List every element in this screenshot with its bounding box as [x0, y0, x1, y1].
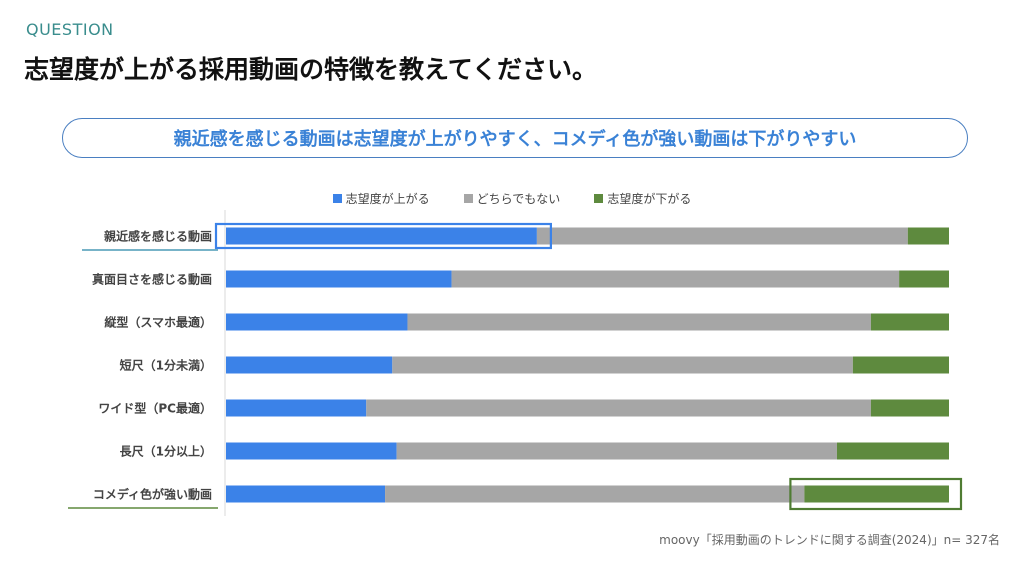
legend-label-neutral: どちらでもない [476, 191, 561, 206]
bar-down [804, 485, 949, 503]
category-label: コメディ色が強い動画 [93, 487, 212, 502]
category-label: 短尺（1分未満） [120, 358, 212, 373]
legend-swatch-neutral [463, 193, 473, 203]
bar-up [226, 442, 397, 460]
bar-down [870, 399, 949, 417]
legend-label-up: 志望度が上がる [345, 191, 430, 206]
bar-neutral [392, 356, 853, 374]
category-label: 真面目さを感じる動画 [92, 272, 212, 287]
bar-up [226, 485, 386, 503]
section-label: QUESTION [26, 20, 114, 39]
bar-neutral [366, 399, 871, 417]
bar-down [836, 442, 949, 460]
legend-item-neutral: どちらでもない [463, 188, 561, 208]
legend: 志望度が上がる どちらでもない 志望度が下がる [0, 188, 1024, 208]
bar-down [899, 270, 949, 288]
legend-item-down: 志望度が下がる [594, 188, 691, 208]
bar-up [226, 270, 452, 288]
page-title: 志望度が上がる採用動画の特徴を教えてください。 [24, 55, 598, 84]
source-note: moovy「採用動画のトレンドに関する調査(2024)」n= 327名 [659, 533, 1000, 547]
legend-item-up: 志望度が上がる [332, 188, 430, 208]
bar-up [226, 227, 537, 245]
category-label: ワイド型（PC最適） [98, 401, 212, 416]
callout-pill: 親近感を感じる動画は志望度が上がりやすく、コメディ色が強い動画は下がりやすい [62, 118, 968, 158]
bar-down [870, 313, 949, 331]
bar-neutral [396, 442, 837, 460]
bar-neutral [536, 227, 908, 245]
legend-swatch-up [332, 193, 342, 203]
highlight-box [789, 477, 963, 511]
callout-text: 親近感を感じる動画は志望度が上がりやすく、コメディ色が強い動画は下がりやすい [173, 129, 857, 150]
category-label: 縦型（スマホ最適） [104, 315, 212, 330]
bar-up [226, 399, 367, 417]
highlight-box [214, 222, 552, 250]
bar-up [226, 313, 408, 331]
bar-up [226, 356, 393, 374]
legend-swatch-down [594, 193, 604, 203]
bar-neutral [451, 270, 900, 288]
bar-neutral [407, 313, 871, 331]
bar-down [852, 356, 949, 374]
bar-neutral [385, 485, 805, 503]
category-label: 親近感を感じる動画 [104, 229, 212, 244]
legend-label-down: 志望度が下がる [607, 191, 692, 206]
category-label: 長尺（1分以上） [120, 444, 212, 459]
bar-down [907, 227, 949, 245]
